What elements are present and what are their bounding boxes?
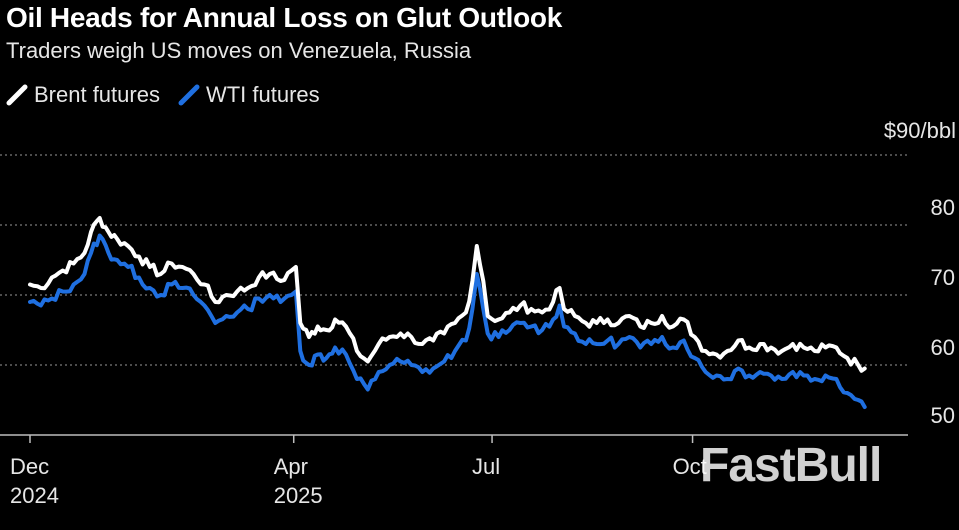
fastbull-watermark: FastBull bbox=[700, 439, 882, 492]
legend-line-brent bbox=[6, 84, 28, 106]
x-tick-year-2024: 2024 bbox=[10, 483, 59, 508]
x-tick-label-jul: Jul bbox=[472, 454, 500, 479]
legend-line-wti bbox=[178, 84, 200, 106]
x-tick-label-dec: Dec bbox=[10, 454, 49, 479]
series-line-brent bbox=[28, 216, 867, 373]
y-axis-unit-label: $90/bbl bbox=[883, 118, 956, 143]
legend: Brent futures WTI futures bbox=[4, 82, 336, 108]
x-tick-label-oct: Oct bbox=[673, 454, 707, 479]
chart-title: Oil Heads for Annual Loss on Glut Outloo… bbox=[6, 2, 563, 33]
y-tick-label-80: 80 bbox=[931, 195, 955, 220]
legend-swatch-wti bbox=[178, 84, 200, 106]
series-line-wti bbox=[28, 233, 867, 409]
y-tick-label-50: 50 bbox=[931, 403, 955, 428]
x-tick-year-2025: 2025 bbox=[274, 483, 323, 508]
legend-item-brent: Brent futures bbox=[4, 82, 160, 108]
chart-subtitle: Traders weigh US moves on Venezuela, Rus… bbox=[6, 38, 472, 63]
legend-item-wti: WTI futures bbox=[176, 82, 320, 108]
y-tick-label-60: 60 bbox=[931, 335, 955, 360]
y-tick-label-70: 70 bbox=[931, 265, 955, 290]
x-tick-label-apr: Apr bbox=[274, 454, 308, 479]
legend-label-wti: WTI futures bbox=[205, 82, 320, 107]
legend-swatch-brent bbox=[6, 84, 28, 106]
legend-label-brent: Brent futures bbox=[34, 82, 160, 107]
